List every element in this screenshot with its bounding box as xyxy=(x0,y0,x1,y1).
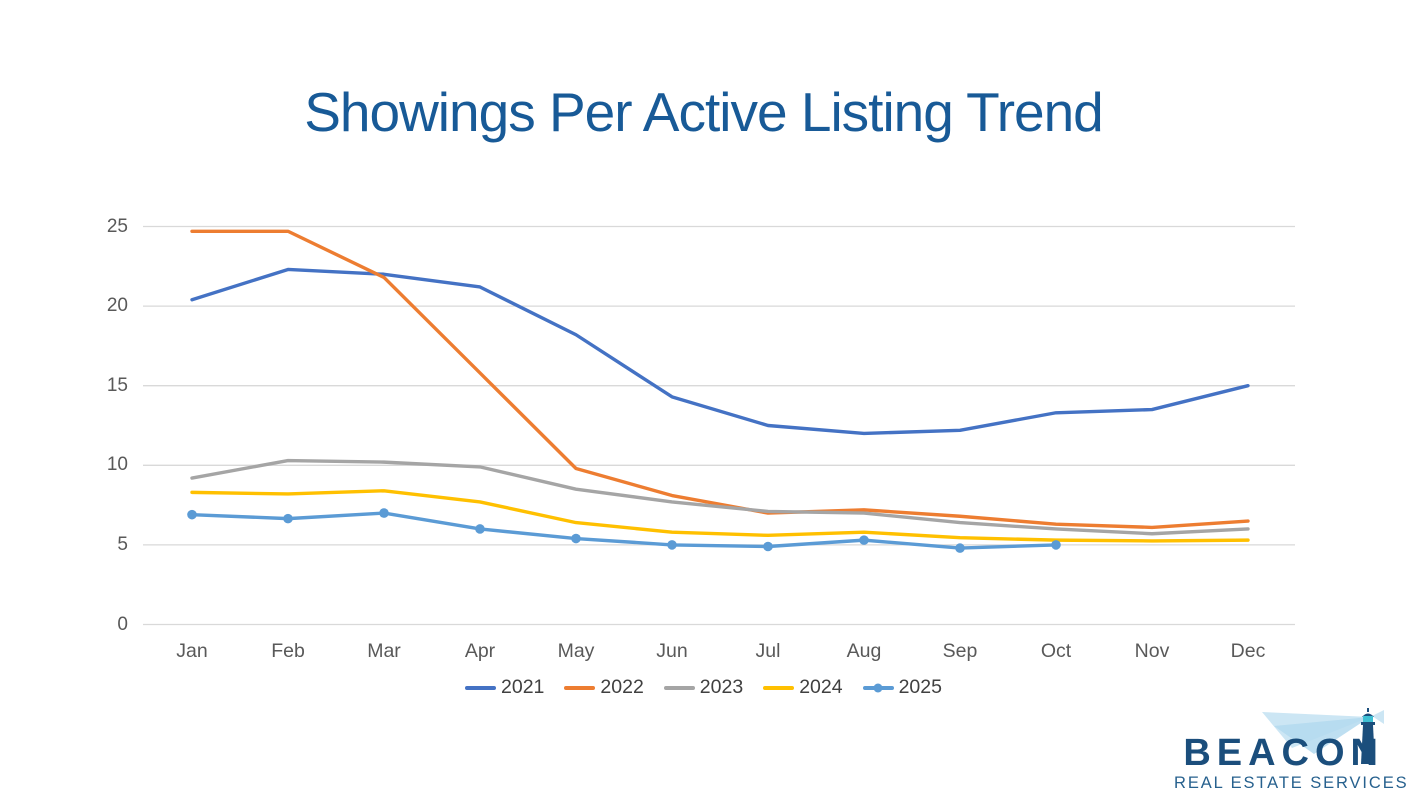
legend-item-2021: 2021 xyxy=(465,676,544,699)
series-marker-2025 xyxy=(571,533,581,544)
series-marker-2025 xyxy=(475,524,485,534)
lighthouse-icon xyxy=(1361,708,1375,764)
x-axis-label: Oct xyxy=(1040,640,1072,662)
beacon-logo: BEACON REAL ESTATE SERVICES xyxy=(1174,708,1407,788)
series-marker-2025 xyxy=(763,541,773,552)
series-marker-2025 xyxy=(379,508,389,518)
x-axis-label: Aug xyxy=(846,640,882,662)
x-axis-label: Jul xyxy=(755,640,781,662)
legend-swatch xyxy=(564,685,596,690)
x-axis-label: May xyxy=(557,640,595,662)
y-axis-label: 5 xyxy=(117,533,128,555)
legend-item-2022: 2022 xyxy=(564,676,644,699)
x-axis-label: Dec xyxy=(1230,640,1266,662)
logo-name: BEACON xyxy=(1183,732,1384,774)
legend-label: 2022 xyxy=(600,676,644,698)
series-marker-2025 xyxy=(283,513,293,524)
x-axis-label: Mar xyxy=(367,640,401,662)
x-axis-label: Feb xyxy=(271,640,305,662)
series-marker-2025 xyxy=(955,543,965,553)
series-line-2021 xyxy=(190,267,1250,436)
y-axis-label: 0 xyxy=(117,613,128,635)
series-marker-2025 xyxy=(187,509,197,520)
y-axis-label: 10 xyxy=(106,454,128,476)
series-marker-2025 xyxy=(859,535,869,545)
logo-tagline: REAL ESTATE SERVICES xyxy=(1174,774,1407,788)
legend-item-2023: 2023 xyxy=(663,676,744,699)
legend-swatch xyxy=(663,685,695,690)
chart-legend: 2021 2022 2023 2024 2025 xyxy=(0,676,1407,699)
y-axis-label: 25 xyxy=(106,215,128,237)
x-axis-label: Nov xyxy=(1134,640,1170,662)
legend-marker-dot xyxy=(873,683,883,692)
legend-label: 2025 xyxy=(898,676,942,698)
series-line-2023 xyxy=(190,458,1250,536)
series-marker-2025 xyxy=(667,540,677,550)
series-marker-2025 xyxy=(1051,540,1061,550)
legend-item-2024: 2024 xyxy=(763,676,843,699)
legend-swatch xyxy=(465,685,497,690)
legend-item-2025: 2025 xyxy=(862,676,942,699)
series-line-2022 xyxy=(190,229,1250,530)
y-axis-label: 15 xyxy=(106,374,128,396)
x-axis-label: Sep xyxy=(942,640,978,662)
x-axis-label: Jan xyxy=(176,640,208,662)
legend-label: 2024 xyxy=(799,676,843,698)
legend-label: 2023 xyxy=(699,676,744,698)
x-axis-label: Apr xyxy=(464,640,496,662)
legend-swatch xyxy=(862,683,894,692)
x-axis-label: Jun xyxy=(656,640,688,662)
chart-title: Showings Per Active Listing Trend xyxy=(304,81,1104,143)
legend-swatch xyxy=(763,685,795,690)
y-axis-label: 20 xyxy=(106,295,128,317)
series-line-2024 xyxy=(190,489,1250,543)
legend-label: 2021 xyxy=(501,676,545,698)
series-line-2025 xyxy=(190,511,1058,550)
